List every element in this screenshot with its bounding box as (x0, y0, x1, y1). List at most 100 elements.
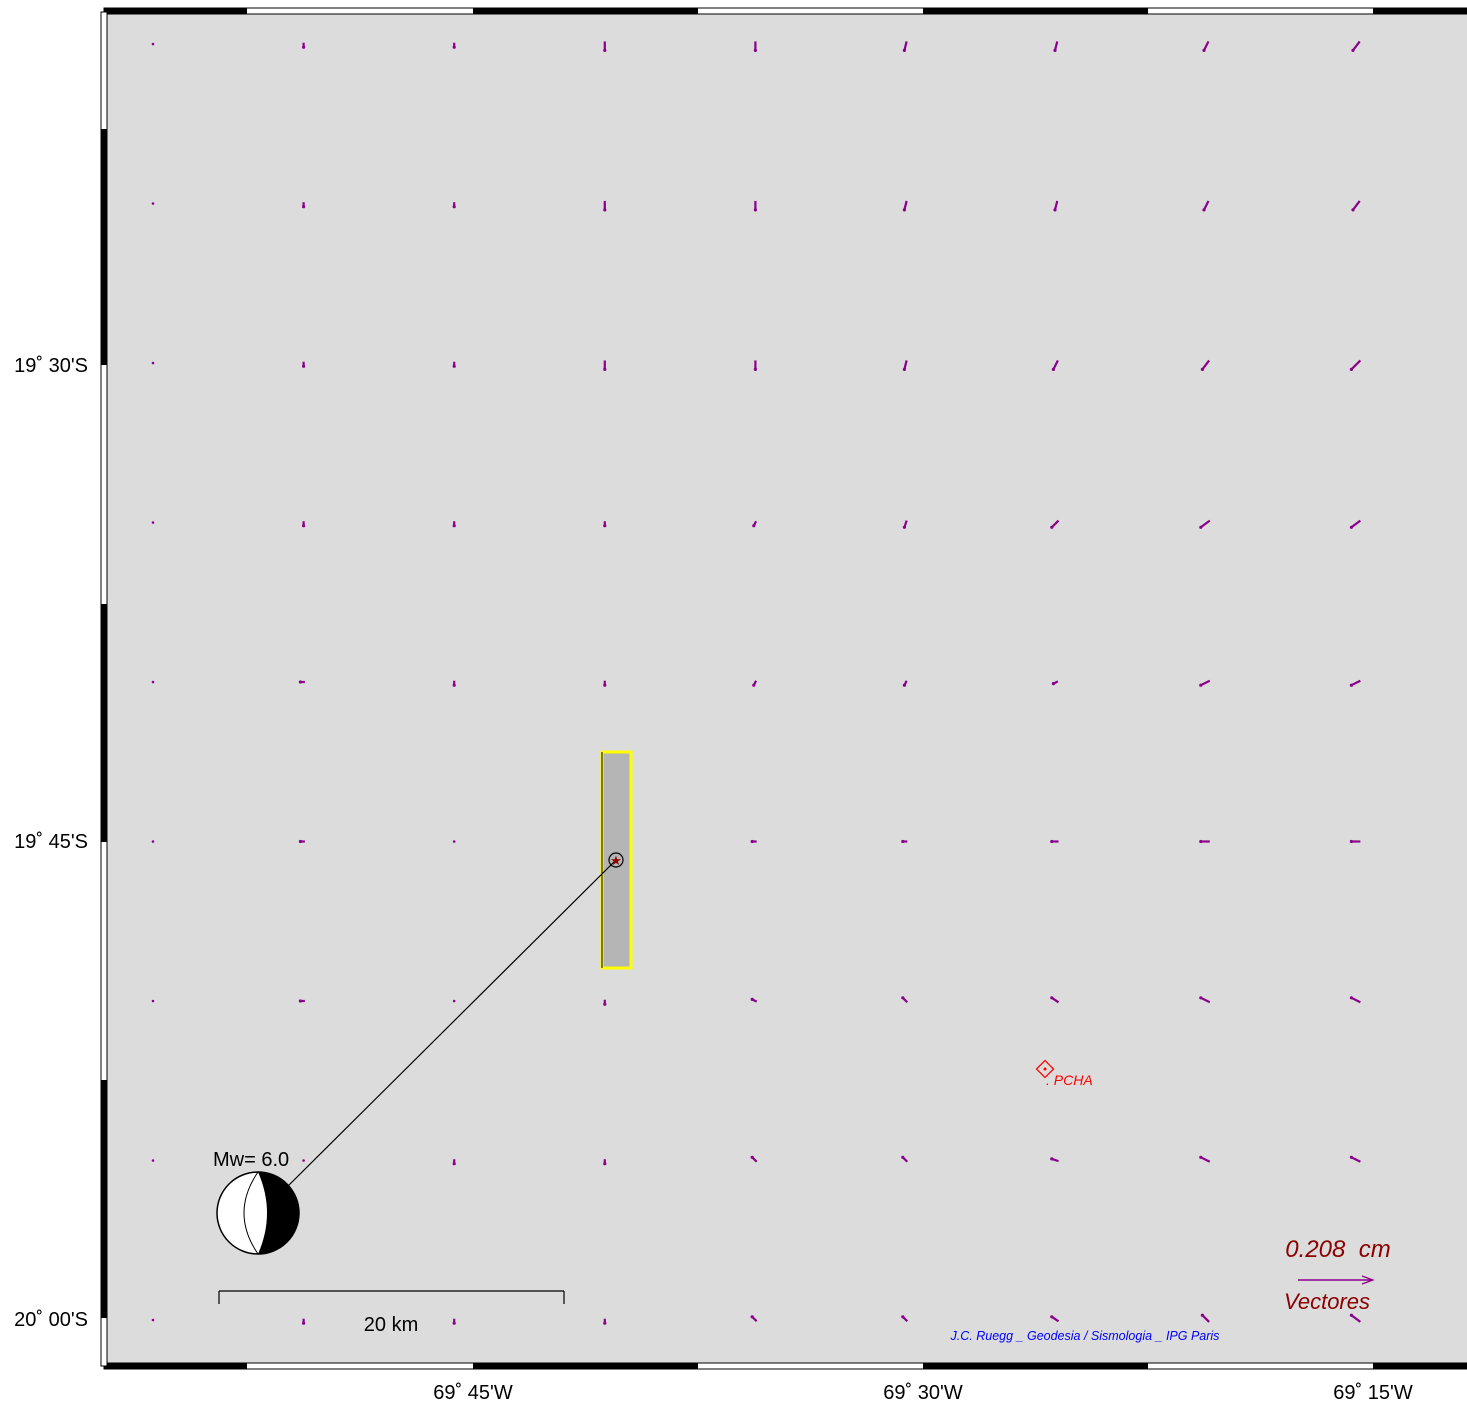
displacement-vector (603, 680, 607, 687)
displacement-vector (902, 200, 908, 212)
vector-scale-arrow-icon (1298, 1275, 1375, 1285)
map-area (104, 12, 1467, 1366)
displacement-vector (603, 1159, 607, 1166)
displacement-vector (151, 42, 155, 46)
displacement-vector (750, 1155, 758, 1163)
displacement-vector (302, 1318, 306, 1325)
displacement-vector (302, 42, 306, 49)
displacement-vector (753, 200, 758, 212)
displacement-vector (1199, 839, 1210, 844)
displacement-vector (1200, 359, 1210, 371)
displacement-vector (1349, 996, 1361, 1004)
displacement-vector (1050, 1315, 1060, 1323)
lat-label-20-00: 20˚ 00'S (14, 1309, 88, 1331)
displacement-vector (1349, 519, 1362, 529)
lon-label-69-15: 69˚ 15'W (1333, 1382, 1413, 1402)
displacement-vector (1202, 200, 1210, 212)
displacement-vector (151, 202, 155, 205)
displacement-vector (1351, 40, 1361, 53)
vector-legend-caption: Vectores (1284, 1289, 1370, 1314)
map-frame (100, 7, 1467, 1370)
displacement-vector (452, 42, 456, 49)
displacement-vector (1349, 679, 1361, 687)
displacement-vector (1050, 519, 1060, 529)
epicenter-star-icon: ★ (608, 852, 624, 869)
displacement-vector (901, 1155, 909, 1163)
svg-text:★: ★ (610, 854, 622, 869)
displacement-vector (901, 839, 908, 844)
displacement-vector-field (151, 40, 1362, 1325)
displacement-vector (902, 680, 908, 687)
displacement-vector (1202, 40, 1210, 53)
station-label: . PCHA (1046, 1072, 1093, 1088)
displacement-vector (302, 202, 306, 209)
displacement-vector (1051, 680, 1059, 686)
displacement-vector (1200, 1313, 1210, 1323)
displacement-vector (902, 41, 908, 53)
displacement-vector (1199, 519, 1211, 529)
displacement-vector (750, 997, 758, 1003)
credit-text: J.C. Ruegg _ Geodesia / Sismologia _ IPG… (950, 1329, 1220, 1343)
displacement-vector (452, 361, 456, 368)
displacement-vector (151, 361, 155, 365)
lat-label-19-30: 19˚ 30'S (14, 355, 88, 377)
displacement-vector (1051, 359, 1059, 371)
displacement-vector (298, 680, 305, 684)
displacement-vector (1199, 679, 1211, 687)
displacement-vector (603, 200, 607, 212)
scale-bar (218, 1290, 565, 1304)
displacement-vector (151, 840, 155, 843)
displacement-vector (750, 839, 757, 844)
displacement-vector (452, 680, 456, 687)
displacement-vector (603, 360, 607, 371)
displacement-vector (452, 999, 456, 1003)
displacement-vector (1349, 359, 1362, 371)
lat-label-19-45: 19˚ 45'S (14, 831, 88, 853)
scale-bar-label: 20 km (364, 1314, 418, 1336)
displacement-vector (298, 839, 305, 844)
displacement-vector (302, 1159, 305, 1162)
displacement-vector (302, 361, 306, 368)
displacement-vector (902, 360, 908, 371)
displacement-vector (1053, 41, 1059, 53)
displacement-vector (298, 999, 305, 1003)
displacement-vector (302, 521, 306, 528)
displacement-vector (752, 520, 758, 528)
displacement-vector (452, 840, 456, 843)
displacement-vector (452, 202, 456, 209)
lon-label-69-30: 69˚ 30'W (883, 1382, 963, 1402)
displacement-vector (750, 1315, 758, 1323)
displacement-vector (901, 1315, 909, 1323)
station-diamond-icon (1035, 1059, 1055, 1079)
displacement-vector (452, 1318, 456, 1325)
displacement-vector (151, 680, 155, 684)
vector-scale-magnitude: 0.208 cm (1285, 1236, 1390, 1263)
displacement-vector (1351, 200, 1361, 212)
displacement-vector (1050, 996, 1060, 1004)
focal-mechanism-beachball (216, 1171, 300, 1255)
displacement-vector (452, 521, 456, 528)
displacement-vector (752, 680, 758, 687)
displacement-vector (1053, 200, 1059, 212)
displacement-vector (1349, 839, 1361, 844)
displacement-vector (151, 521, 155, 524)
lon-label-69-45: 69˚ 45'W (433, 1382, 513, 1402)
displacement-vector (753, 360, 758, 371)
displacement-vector (1050, 1157, 1059, 1163)
displacement-vector (452, 1159, 456, 1166)
displacement-vector (603, 1318, 607, 1325)
displacement-vector (1199, 996, 1211, 1004)
magnitude-label: Mw= 6.0 (213, 1149, 289, 1171)
displacement-vector (603, 41, 607, 53)
displacement-vector (753, 41, 758, 53)
displacement-vector (603, 999, 607, 1006)
displacement-vector (603, 521, 607, 528)
displacement-vector (151, 1159, 155, 1162)
epicenter-connector-line (285, 859, 617, 1189)
displacement-vector (1199, 1155, 1211, 1163)
displacement-vector (1349, 1313, 1362, 1323)
displacement-vector (1349, 1155, 1361, 1163)
displacement-vector (902, 520, 908, 529)
displacement-vector (901, 996, 909, 1004)
